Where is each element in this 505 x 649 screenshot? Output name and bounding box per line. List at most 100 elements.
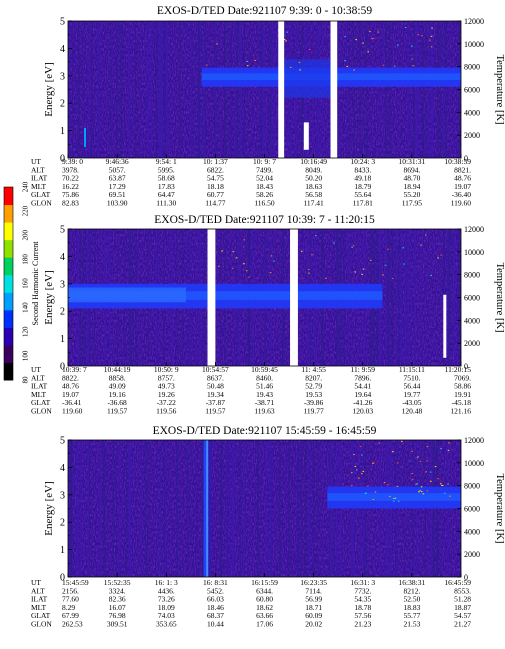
spectrogram-streak xyxy=(226,440,228,577)
table-cell: 3324. xyxy=(109,586,126,595)
spectrogram-speck xyxy=(448,442,450,444)
spectrogram-panel: EXOS-D/TED Date:921107 15:45:59 - 16:45:… xyxy=(31,425,505,629)
spectrogram-speck xyxy=(314,235,317,237)
table-row-label: ALT xyxy=(31,165,45,174)
spectrogram-streak xyxy=(163,21,166,158)
table-cell: 82.36 xyxy=(109,595,126,604)
spectrogram-speck xyxy=(245,270,248,272)
table-cell: 49.73 xyxy=(158,382,175,391)
colorbar-segment xyxy=(4,274,13,293)
data-gap xyxy=(303,122,309,150)
colorbar-segment xyxy=(4,239,13,258)
spectrogram-speck xyxy=(437,478,439,480)
spectrogram-streak xyxy=(196,440,198,577)
spectrogram-speck xyxy=(283,38,286,40)
table-row-label: GLON xyxy=(31,199,52,208)
table-cell: -37.87 xyxy=(206,398,226,407)
spectrogram-streak xyxy=(234,21,236,158)
spectrogram-speck xyxy=(248,276,250,278)
table-cell: 18.62 xyxy=(256,603,273,612)
y-tick-label: 1 xyxy=(60,126,65,137)
table-cell: 58.26 xyxy=(256,190,273,199)
spectrogram-streak xyxy=(91,21,93,158)
y-tick-label: 4 xyxy=(60,252,65,263)
table-cell: 52.04 xyxy=(256,174,273,183)
spectrogram-streak xyxy=(110,21,112,158)
data-gap xyxy=(290,229,298,366)
table-row-label: MLT xyxy=(31,182,47,191)
table-cell: 54.75 xyxy=(207,174,224,183)
table-cell: 21.27 xyxy=(454,620,471,629)
table-cell: 262.53 xyxy=(62,620,83,629)
panel-title: EXOS-D/TED Date:921107 15:45:59 - 16:45:… xyxy=(153,425,377,437)
spectrogram-speck xyxy=(416,483,418,485)
spectrogram-speck xyxy=(371,38,373,40)
spectrogram-speck xyxy=(374,491,377,493)
spectrogram-speck xyxy=(396,44,399,46)
spectrogram-streak xyxy=(257,440,259,577)
y-right-tick-label: 0 xyxy=(464,154,468,163)
table-cell: 69.51 xyxy=(109,190,126,199)
table-cell: 3978. xyxy=(62,165,79,174)
table-cell: 10:38:59 xyxy=(444,157,471,166)
table-row-label: GLAT xyxy=(31,190,51,199)
table-cell: 9:39: 0 xyxy=(62,157,83,166)
spectrogram-streak xyxy=(421,21,424,158)
spectrogram-speck xyxy=(373,462,375,464)
spectrogram-speck xyxy=(333,242,335,244)
table-cell: 18.46 xyxy=(207,603,224,612)
table-row-label: UT xyxy=(31,157,41,166)
spectrogram-streak xyxy=(88,21,91,158)
table-cell: 48.76 xyxy=(454,174,471,183)
spectrogram-streak xyxy=(295,440,297,577)
table-cell: 18.71 xyxy=(305,603,322,612)
table-cell: 51.46 xyxy=(256,382,273,391)
spectrogram-panel: EXOS-D/TED Date:921107 9:39: 0 - 10:38:5… xyxy=(31,5,505,208)
spectrogram-speck xyxy=(439,483,442,485)
spectrogram-speck xyxy=(367,51,370,53)
spectrogram-speck xyxy=(286,31,288,33)
spectrogram-speck xyxy=(392,277,394,279)
table-cell: 18.18 xyxy=(207,182,224,191)
spectrogram-streak xyxy=(120,21,123,158)
table-cell: 82.83 xyxy=(62,199,79,208)
spectrogram-speck xyxy=(392,498,395,500)
spectrogram-speck xyxy=(431,27,433,29)
table-cell: 10: 1:37 xyxy=(203,157,228,166)
spectrogram-streak xyxy=(420,229,423,366)
y-right-tick-label: 6000 xyxy=(464,294,480,303)
spectrogram-streak xyxy=(448,229,451,366)
table-cell: 11: 4:55 xyxy=(301,365,326,374)
spectrogram-streak xyxy=(415,21,418,158)
table-cell: 16.07 xyxy=(109,603,126,612)
table-cell: 50.20 xyxy=(305,174,322,183)
spectrogram-speck xyxy=(221,250,223,252)
colorbar-segment xyxy=(4,222,13,241)
spectrogram-streak xyxy=(322,440,324,577)
spectrogram-streak xyxy=(239,21,242,158)
table-cell: 8757. xyxy=(158,373,175,382)
spectrogram-speck xyxy=(417,34,420,36)
spectrogram-speck xyxy=(428,39,431,41)
table-cell: -36.68 xyxy=(107,398,127,407)
table-cell: 52.50 xyxy=(403,595,420,604)
spectrogram-streak xyxy=(223,21,225,158)
table-cell: 121.16 xyxy=(450,407,471,416)
table-cell: 60.80 xyxy=(256,595,273,604)
table-cell: 8822. xyxy=(62,373,79,382)
spectrogram-vertical-burst xyxy=(206,440,208,577)
spectrogram-streak xyxy=(161,21,163,158)
table-cell: 114.77 xyxy=(205,199,226,208)
spectrogram-streak xyxy=(270,21,273,158)
spectrogram-streak xyxy=(164,440,167,577)
table-cell: 15:45:59 xyxy=(62,578,89,587)
y-right-tick-label: 10000 xyxy=(464,248,484,257)
spectrogram-speck xyxy=(254,59,256,61)
panel-title: EXOS-D/TED Date:921107 9:39: 0 - 10:38:5… xyxy=(157,5,372,17)
spectrogram-streak xyxy=(97,21,100,158)
spectrogram-speck xyxy=(270,255,273,257)
table-cell: 56.44 xyxy=(403,382,420,391)
spectrogram-streak xyxy=(260,21,263,158)
spectrogram-speck xyxy=(232,251,235,253)
spectrogram-speck xyxy=(359,445,362,447)
